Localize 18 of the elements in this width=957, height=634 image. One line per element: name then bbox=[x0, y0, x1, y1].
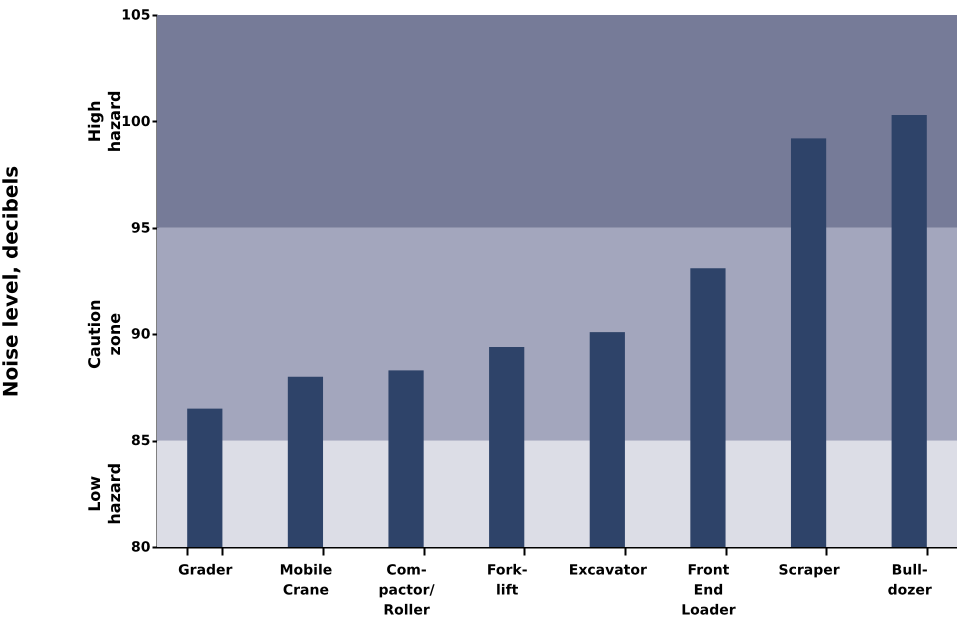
y-tick-label: 95 bbox=[131, 220, 150, 236]
x-tick-label: Front End Loader bbox=[681, 562, 736, 618]
x-tick-label: Excavator bbox=[568, 562, 647, 578]
y-tick-label: 100 bbox=[121, 114, 151, 130]
band-label: High hazard bbox=[85, 90, 124, 152]
y-tick-label: 105 bbox=[121, 8, 150, 24]
x-tick-label: Mobile Crane bbox=[280, 562, 332, 598]
y-axis-title: Noise level, decibels bbox=[0, 166, 22, 398]
band-label: Low hazard bbox=[85, 462, 124, 525]
y-tick-label: 80 bbox=[131, 540, 151, 556]
x-tick-label: Fork- lift bbox=[486, 562, 528, 598]
y-tick-label: 85 bbox=[131, 433, 150, 450]
y-tick-label: 90 bbox=[131, 326, 151, 343]
x-tick-label: Grader bbox=[178, 562, 233, 578]
x-tick-label: Bull- dozer bbox=[888, 562, 932, 598]
band-label: Caution zone bbox=[85, 299, 124, 369]
x-tick-label: Scraper bbox=[778, 562, 840, 578]
x-tick-label: Com- pactor/ Roller bbox=[378, 562, 436, 618]
